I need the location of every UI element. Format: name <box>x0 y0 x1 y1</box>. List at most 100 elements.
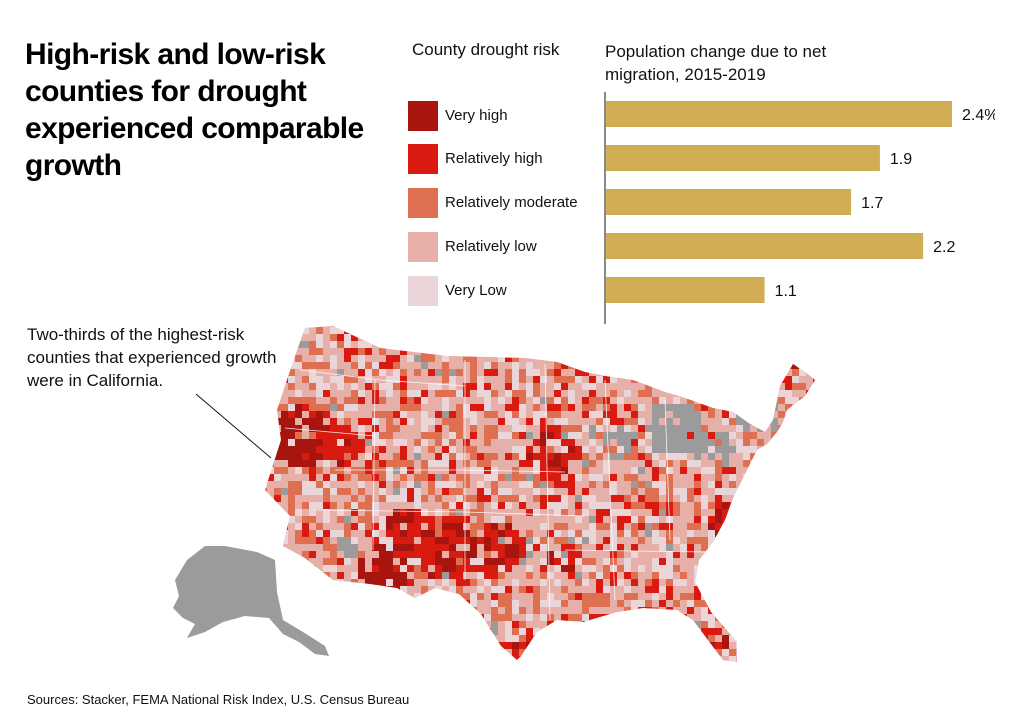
county-cell <box>414 418 421 425</box>
county-cell <box>568 362 575 369</box>
county-cell <box>687 481 694 488</box>
county-cell <box>631 369 638 376</box>
county-cell <box>323 551 330 558</box>
county-cell <box>477 635 484 642</box>
county-cell <box>316 523 323 530</box>
county-cell <box>652 404 659 411</box>
county-cell <box>799 635 806 642</box>
county-cell <box>498 397 505 404</box>
county-cell <box>792 551 799 558</box>
county-cell <box>379 537 386 544</box>
county-cell <box>743 565 750 572</box>
county-cell <box>365 614 372 621</box>
county-cell <box>498 495 505 502</box>
county-cell <box>498 600 505 607</box>
county-cell <box>512 600 519 607</box>
county-cell <box>337 397 344 404</box>
county-cell <box>337 544 344 551</box>
county-cell <box>806 390 813 397</box>
county-cell <box>456 474 463 481</box>
county-cell <box>659 369 666 376</box>
county-cell <box>813 362 815 369</box>
county-cell <box>687 586 694 593</box>
county-cell <box>393 635 400 642</box>
county-cell <box>358 572 365 579</box>
county-cell <box>442 593 449 600</box>
county-cell <box>372 369 379 376</box>
county-cell <box>421 579 428 586</box>
county-cell <box>687 663 694 665</box>
county-cell <box>428 586 435 593</box>
county-cell <box>372 362 379 369</box>
county-cell <box>806 348 813 355</box>
county-cell <box>687 418 694 425</box>
county-cell <box>806 600 813 607</box>
county-cell <box>442 635 449 642</box>
county-cell <box>806 656 813 662</box>
county-cell <box>379 551 386 558</box>
county-cell <box>456 383 463 390</box>
county-cell <box>736 334 743 341</box>
county-cell <box>351 397 358 404</box>
county-cell <box>533 390 540 397</box>
county-cell <box>365 348 372 355</box>
county-cell <box>813 572 815 579</box>
county-cell <box>743 551 750 558</box>
county-cell <box>323 334 330 341</box>
county-cell <box>309 460 316 467</box>
county-cell <box>379 544 386 551</box>
county-cell <box>750 369 757 376</box>
county-cell <box>288 551 295 558</box>
county-cell <box>323 558 330 565</box>
county-cell <box>386 341 393 348</box>
county-cell <box>547 397 554 404</box>
county-cell <box>715 565 722 572</box>
county-cell <box>624 565 631 572</box>
county-cell <box>575 383 582 390</box>
county-cell <box>750 397 757 404</box>
county-cell <box>659 439 666 446</box>
county-cell <box>526 614 533 621</box>
county-cell <box>722 446 729 453</box>
county-cell <box>792 326 799 327</box>
county-cell <box>743 586 750 593</box>
county-cell <box>792 621 799 628</box>
county-cell <box>456 460 463 467</box>
county-cell <box>645 537 652 544</box>
county-cell <box>680 453 687 460</box>
county-cell <box>421 656 428 662</box>
county-cell <box>820 467 825 474</box>
county-cell <box>617 341 624 348</box>
county-cell <box>505 411 512 418</box>
county-cell <box>337 453 344 460</box>
county-cell <box>435 460 442 467</box>
county-cell <box>806 635 813 642</box>
county-cell <box>736 544 743 551</box>
county-cell <box>491 579 498 586</box>
county-cell <box>757 635 764 642</box>
county-cell <box>750 572 757 579</box>
county-cell <box>456 439 463 446</box>
county-cell <box>778 425 785 432</box>
county-cell <box>302 509 309 516</box>
county-cell <box>771 411 778 418</box>
county-cell <box>708 642 715 649</box>
county-cell <box>344 656 351 662</box>
county-cell <box>750 530 757 537</box>
county-cell <box>792 593 799 600</box>
county-cell <box>617 362 624 369</box>
county-cell <box>265 326 267 327</box>
county-cell <box>687 614 694 621</box>
county-cell <box>505 509 512 516</box>
county-cell <box>316 565 323 572</box>
county-cell <box>820 390 825 397</box>
county-cell <box>799 586 806 593</box>
county-cell <box>386 565 393 572</box>
county-cell <box>547 495 554 502</box>
county-cell <box>337 467 344 474</box>
county-cell <box>645 369 652 376</box>
county-cell <box>274 481 281 488</box>
county-cell <box>365 537 372 544</box>
county-cell <box>470 383 477 390</box>
county-cell <box>715 621 722 628</box>
